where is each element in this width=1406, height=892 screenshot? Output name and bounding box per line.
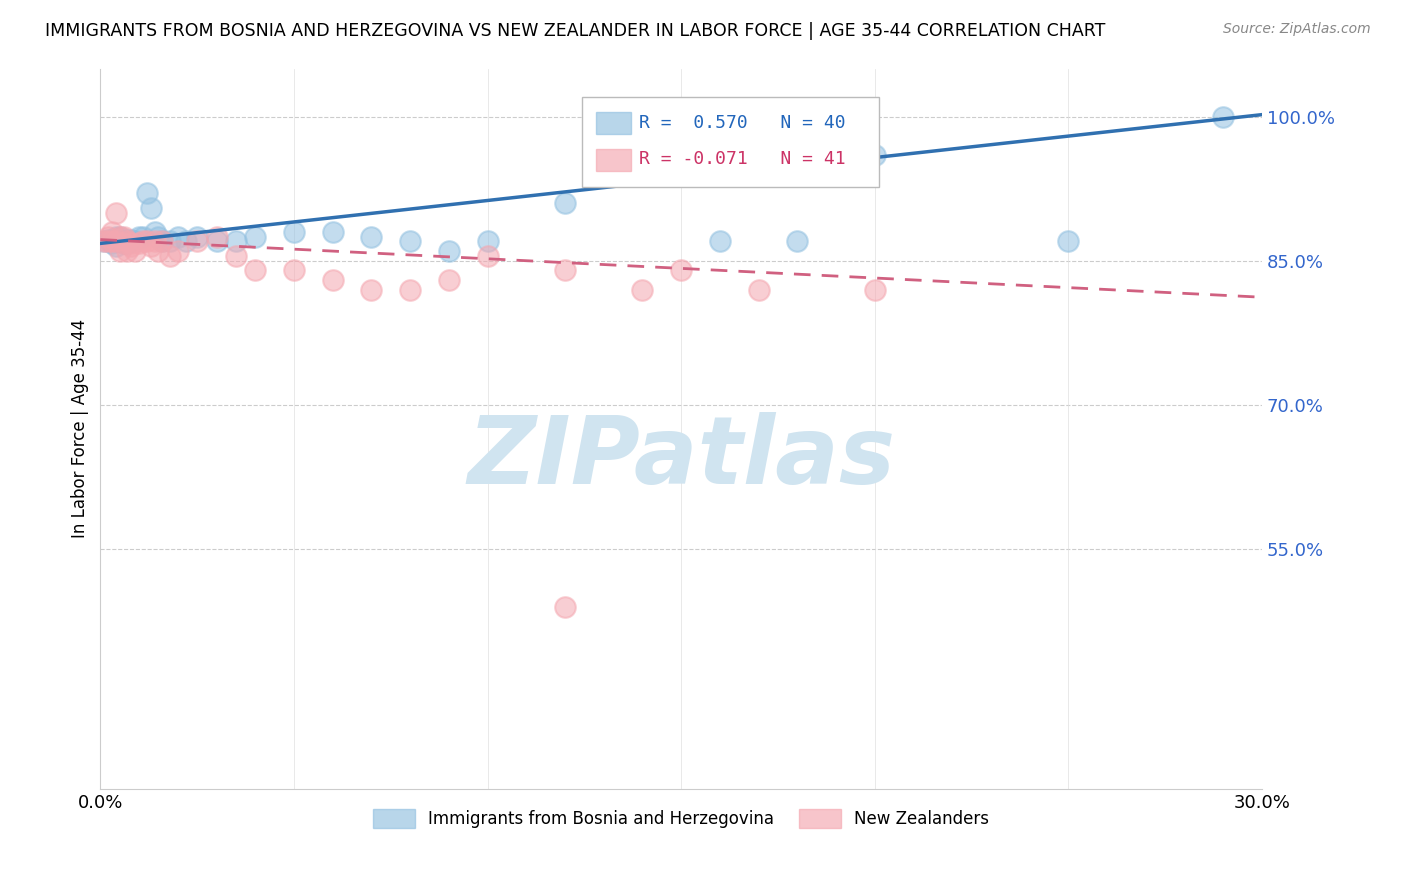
Point (186, 235, 208, 249)
Point (108, 244, 131, 258)
Point (112, 235, 135, 249)
Point (139, 201, 162, 215)
Point (108, 229, 131, 244)
Point (139, 239, 162, 253)
Point (117, 236, 139, 251)
Point (108, 229, 131, 244)
Point (322, 225, 344, 239)
Point (117, 235, 139, 249)
Point (1057, 235, 1080, 249)
Point (148, 244, 170, 258)
Point (104, 235, 127, 249)
Point (128, 229, 150, 244)
Point (283, 225, 305, 239)
Point (186, 229, 208, 244)
Point (120, 236, 142, 251)
Point (143, 225, 166, 239)
Point (117, 244, 139, 258)
Point (631, 283, 654, 297)
Point (93, 235, 115, 249)
Point (437, 273, 460, 287)
Point (245, 263, 267, 277)
Point (786, 235, 808, 249)
Point (117, 233, 139, 247)
Point (554, 196, 576, 211)
Point (132, 229, 155, 244)
Point (150, 235, 173, 249)
FancyBboxPatch shape (596, 149, 631, 171)
Point (159, 249, 181, 263)
Point (205, 229, 228, 244)
Point (104, 205, 127, 219)
Point (128, 236, 150, 251)
Point (101, 225, 124, 239)
Text: R = -0.071   N = 41: R = -0.071 N = 41 (640, 151, 846, 169)
Point (143, 235, 166, 249)
Point (93, 235, 115, 249)
Point (245, 229, 267, 244)
Point (148, 229, 170, 244)
Text: R =  0.570   N = 40: R = 0.570 N = 40 (640, 113, 846, 132)
FancyBboxPatch shape (596, 112, 631, 134)
Point (150, 235, 173, 249)
Text: Source: ZipAtlas.com: Source: ZipAtlas.com (1223, 22, 1371, 37)
Legend: Immigrants from Bosnia and Herzegovina, New Zealanders: Immigrants from Bosnia and Herzegovina, … (367, 803, 995, 835)
Point (669, 148, 692, 162)
Point (554, 263, 576, 277)
Point (104, 239, 127, 253)
Point (360, 229, 382, 244)
Point (97, 229, 120, 244)
Point (166, 244, 188, 258)
Point (748, 283, 770, 297)
Point (97, 233, 120, 247)
Point (104, 229, 127, 244)
Point (477, 249, 499, 263)
Point (322, 273, 344, 287)
Point (283, 263, 305, 277)
Point (101, 235, 124, 249)
Point (360, 283, 382, 297)
Point (159, 235, 181, 249)
Point (205, 235, 228, 249)
Point (399, 283, 422, 297)
Point (669, 263, 692, 277)
Point (1212, 110, 1234, 124)
Text: ZIPatlas: ZIPatlas (467, 412, 896, 504)
FancyBboxPatch shape (582, 97, 879, 187)
Point (135, 186, 157, 201)
Point (174, 235, 197, 249)
Point (124, 244, 146, 258)
Point (112, 229, 135, 244)
Point (477, 235, 499, 249)
Point (112, 236, 135, 251)
Point (225, 235, 247, 249)
Point (101, 236, 124, 251)
Text: IMMIGRANTS FROM BOSNIA AND HERZEGOVINA VS NEW ZEALANDER IN LABOR FORCE | AGE 35-: IMMIGRANTS FROM BOSNIA AND HERZEGOVINA V… (45, 22, 1105, 40)
Point (112, 236, 135, 251)
Point (166, 229, 188, 244)
Point (399, 235, 422, 249)
Point (709, 235, 731, 249)
Point (120, 239, 142, 253)
Point (135, 235, 157, 249)
Point (97, 235, 120, 249)
Point (120, 233, 142, 247)
Point (108, 235, 131, 249)
Y-axis label: In Labor Force | Age 35-44: In Labor Force | Age 35-44 (72, 319, 89, 539)
Point (124, 235, 146, 249)
Point (863, 283, 886, 297)
Point (554, 599, 576, 614)
Point (132, 235, 155, 249)
Point (225, 249, 247, 263)
Point (863, 148, 886, 162)
Point (437, 244, 460, 258)
